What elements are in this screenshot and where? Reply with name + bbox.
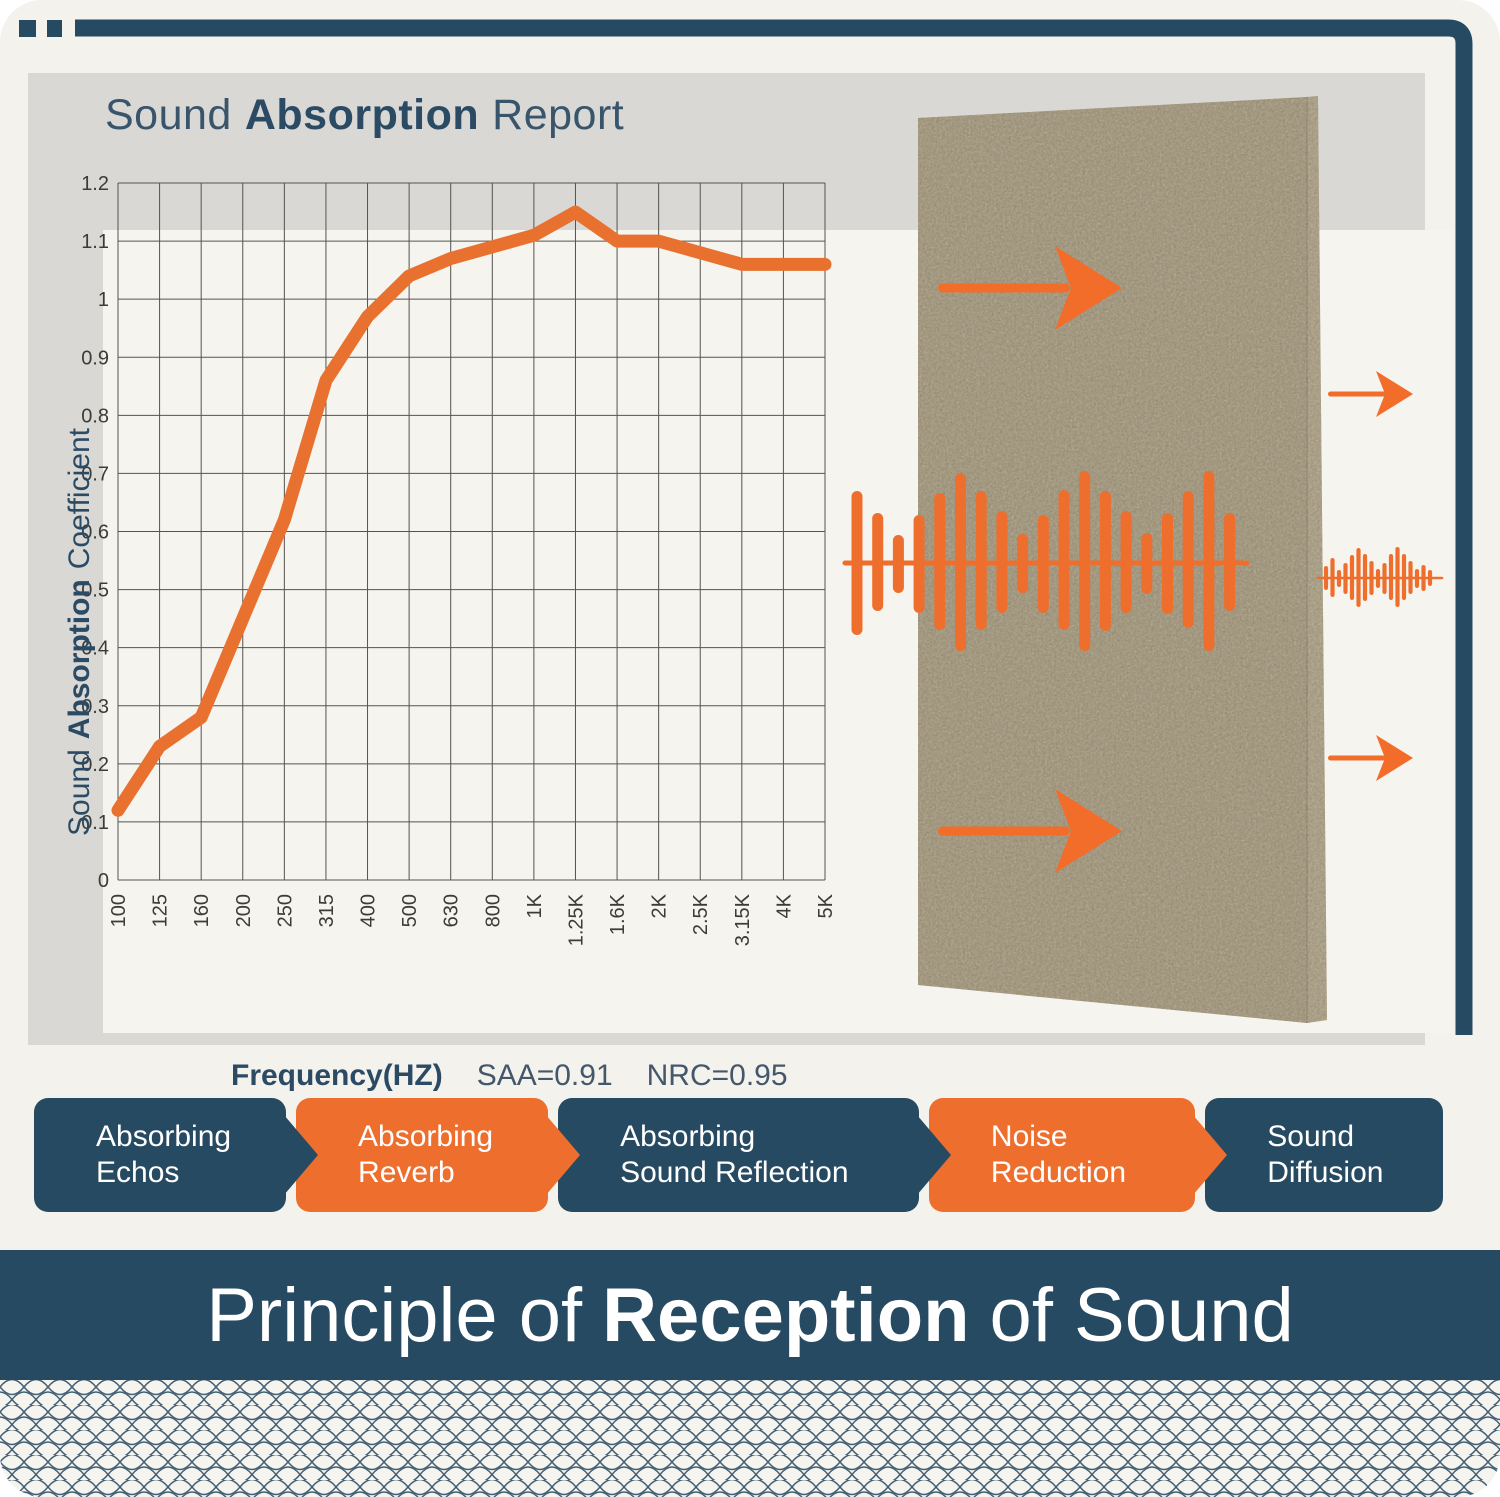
footer-title-prefix: Principle of bbox=[206, 1272, 583, 1358]
feature-badge-label: Sound Diffusion bbox=[1267, 1120, 1384, 1189]
footer-title-band: Principle of Reception of Sound bbox=[0, 1250, 1500, 1380]
acoustic-panel-image bbox=[918, 96, 1327, 1023]
nrc-value: NRC=0.95 bbox=[646, 1058, 788, 1092]
svg-text:400: 400 bbox=[358, 894, 380, 927]
svg-text:160: 160 bbox=[191, 894, 213, 927]
svg-text:2.5K: 2.5K bbox=[690, 893, 712, 935]
svg-text:1.1: 1.1 bbox=[81, 231, 109, 253]
y-axis-title: Sound Absorption Coefficient bbox=[59, 352, 101, 912]
svg-text:1: 1 bbox=[98, 289, 109, 311]
y-axis-title-bold: Absorption bbox=[63, 579, 96, 740]
feature-badge: Noise Reduction bbox=[928, 1098, 1196, 1212]
svg-text:1.2: 1.2 bbox=[81, 173, 109, 195]
feature-badge-label: Absorbing Echos bbox=[96, 1120, 232, 1189]
svg-text:125: 125 bbox=[150, 894, 172, 927]
saa-value: SAA=0.91 bbox=[476, 1058, 613, 1092]
feature-badge-label: Absorbing Sound Reflection bbox=[620, 1120, 849, 1189]
svg-text:1.6K: 1.6K bbox=[607, 893, 629, 935]
footer-title-bold: Reception bbox=[602, 1272, 970, 1358]
feature-badge: Sound Diffusion bbox=[1205, 1098, 1443, 1212]
report-title-prefix: Sound bbox=[105, 90, 232, 139]
svg-text:2K: 2K bbox=[649, 893, 671, 918]
report-title: Sound Absorption Report bbox=[105, 73, 624, 157]
report-title-suffix: Report bbox=[492, 90, 625, 139]
frame-square-1 bbox=[19, 20, 36, 37]
wave-lattice-pattern bbox=[0, 1380, 1500, 1497]
y-axis-title-suffix: Coefficient bbox=[63, 428, 96, 570]
svg-text:315: 315 bbox=[316, 894, 338, 927]
svg-text:500: 500 bbox=[399, 894, 421, 927]
feature-badge: Absorbing Reverb bbox=[296, 1098, 549, 1212]
svg-text:1K: 1K bbox=[524, 893, 546, 918]
feature-badge-label: Noise Reduction bbox=[990, 1120, 1127, 1189]
frame-square-2 bbox=[47, 20, 62, 37]
svg-text:100: 100 bbox=[108, 894, 130, 927]
feature-badge: Absorbing Sound Reflection bbox=[558, 1098, 919, 1212]
svg-text:1.25K: 1.25K bbox=[565, 893, 587, 946]
footer-title-suffix: of Sound bbox=[989, 1272, 1294, 1358]
x-axis-label: Frequency(HZ) bbox=[231, 1058, 443, 1092]
svg-text:250: 250 bbox=[274, 894, 296, 927]
y-axis-title-prefix: Sound bbox=[63, 749, 96, 836]
svg-text:630: 630 bbox=[441, 894, 463, 927]
svg-text:5K: 5K bbox=[815, 893, 837, 918]
svg-text:800: 800 bbox=[482, 894, 504, 927]
feature-badge: Absorbing Echos bbox=[34, 1098, 287, 1212]
svg-text:3.15K: 3.15K bbox=[732, 893, 754, 946]
x-axis-caption: Frequency(HZ) SAA=0.91 NRC=0.95 bbox=[231, 1033, 788, 1118]
report-title-bold: Absorption bbox=[244, 90, 480, 139]
feature-badge-label: Absorbing Reverb bbox=[358, 1120, 494, 1189]
feature-badge-row: Absorbing Echos Absorbing Reverb Absorbing… bbox=[0, 1098, 1500, 1212]
svg-text:200: 200 bbox=[233, 894, 255, 927]
svg-text:4K: 4K bbox=[773, 893, 795, 918]
